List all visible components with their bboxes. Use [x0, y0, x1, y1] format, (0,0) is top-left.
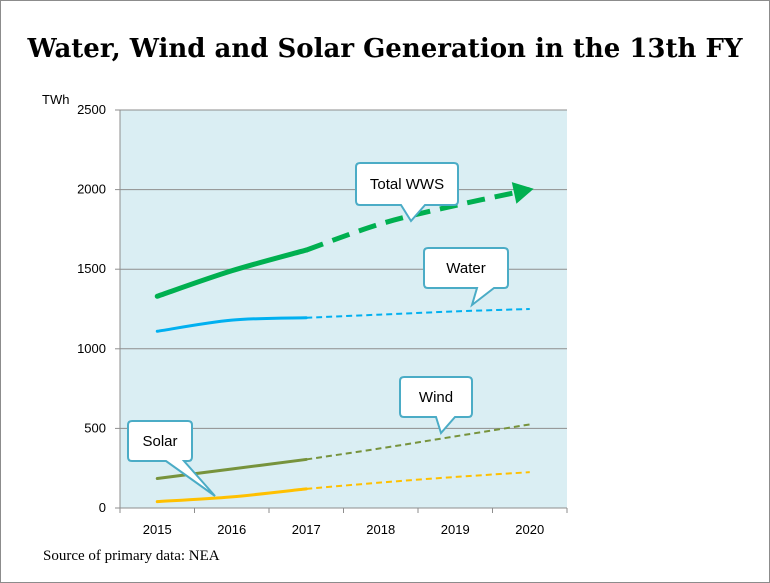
callout-solar: Solar — [127, 420, 216, 497]
series-line-wind-projected — [306, 423, 530, 461]
callout-total: Total WWS — [355, 162, 459, 223]
series-line-wind-actual — [155, 457, 308, 481]
callout-water: Water — [423, 247, 509, 308]
callout-label-total: Total WWS — [370, 176, 444, 193]
y-tick-label: 2000 — [77, 182, 106, 197]
y-axis-unit: TWh — [42, 92, 69, 107]
series-line-water-actual — [155, 316, 308, 333]
callout-label-wind: Wind — [419, 389, 453, 406]
plot-background — [120, 110, 567, 508]
x-tick-label: 2020 — [515, 522, 544, 537]
x-tick-label: 2017 — [292, 522, 321, 537]
series-line-solar-projected — [306, 471, 530, 490]
y-tick-label: 1500 — [77, 261, 106, 276]
x-tick-label: 2019 — [441, 522, 470, 537]
series-line-total-actual — [154, 247, 309, 299]
callout-box — [127, 420, 216, 497]
y-tick-label: 2500 — [77, 102, 106, 117]
callout-box — [355, 162, 459, 223]
x-tick-label: 2015 — [143, 522, 172, 537]
source-note: Source of primary data: NEA — [43, 548, 220, 564]
plot-area — [120, 110, 567, 508]
series-line-solar-actual — [155, 487, 308, 504]
y-tick-label: 1000 — [77, 341, 106, 356]
series-line-water-projected — [306, 308, 530, 319]
callout-label-water: Water — [446, 260, 485, 277]
tick-labels: 0 500 1000 1500 2000 2500 2015 2016 2017 2018 2019… — [77, 102, 568, 537]
callout-box — [423, 247, 509, 308]
callout-wind: Wind — [399, 376, 473, 436]
x-tick-label: 2016 — [217, 522, 246, 537]
callouts: Total WWS Water Wind Solar — [127, 162, 509, 497]
x-tick-label: 2018 — [366, 522, 395, 537]
y-tick-label: 500 — [84, 420, 106, 435]
chart-title: Water, Wind and Solar Generation in the … — [27, 34, 743, 64]
y-tick-label: 0 — [99, 500, 106, 515]
callout-label-solar: Solar — [142, 433, 177, 450]
series-arrowhead-total — [511, 182, 534, 204]
callout-box — [399, 376, 473, 436]
